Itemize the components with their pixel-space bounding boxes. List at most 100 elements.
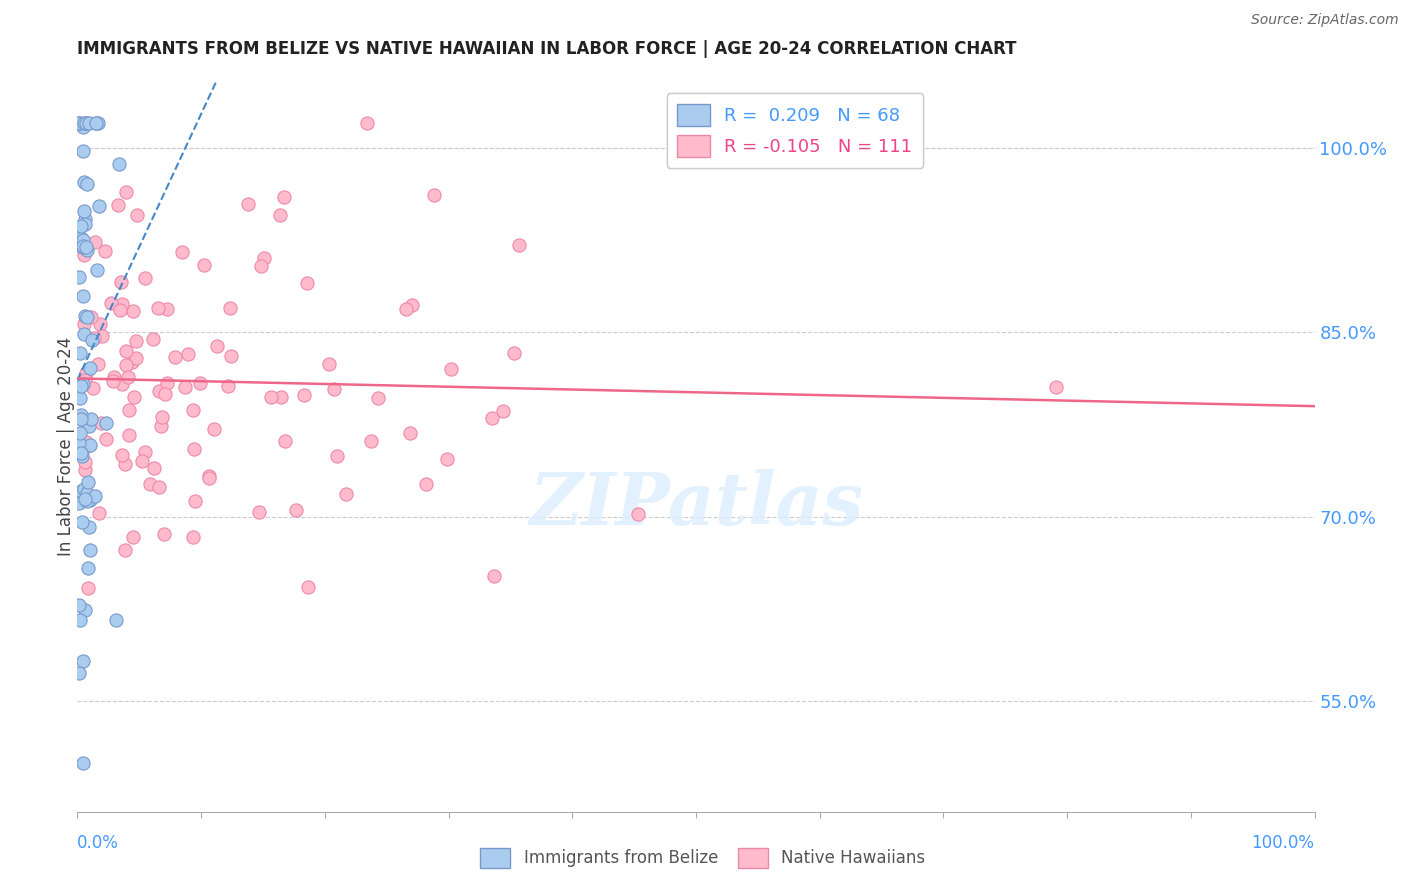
Point [153, 387, 176, 401]
Point [205, 338, 228, 352]
Point [177, 347, 200, 361]
Point [76, 581, 98, 595]
Point [76, 244, 98, 258]
Point [188, 376, 211, 390]
Point [481, 411, 503, 425]
Point [76, 434, 98, 449]
Point [153, 527, 176, 541]
Point [79, 438, 101, 452]
Point [492, 403, 515, 417]
Point [70, 489, 93, 503]
Point [72, 289, 94, 303]
Point [627, 507, 650, 521]
Point [67, 116, 90, 130]
Point [142, 332, 165, 346]
Point [69, 231, 91, 245]
Point [72, 654, 94, 668]
Point [217, 379, 239, 393]
Point [318, 357, 340, 371]
Point [103, 370, 125, 384]
Point [70, 219, 93, 233]
Point [202, 422, 225, 436]
Point [76, 116, 98, 130]
Point [80, 310, 103, 325]
Point [75, 602, 97, 616]
Point [183, 442, 205, 456]
Point [325, 450, 347, 464]
Point [67, 269, 90, 284]
Point [260, 390, 283, 404]
Point [110, 275, 132, 289]
Point [181, 403, 204, 417]
Point [69, 425, 91, 440]
Point [100, 295, 122, 310]
Point [76, 116, 98, 130]
Point [124, 391, 146, 405]
Point [94, 244, 117, 258]
Point [253, 251, 276, 265]
Point [114, 457, 136, 471]
Point [83, 330, 105, 344]
Point [110, 297, 132, 311]
Point [69, 346, 91, 360]
Legend: R =  0.209   N = 68, R = -0.105   N = 111: R = 0.209 N = 68, R = -0.105 N = 111 [666, 93, 924, 168]
Point [73, 203, 96, 218]
Point [134, 270, 156, 285]
Point [148, 384, 170, 398]
Point [172, 245, 194, 260]
Text: IMMIGRANTS FROM BELIZE VS NATIVE HAWAIIAN IN LABOR FORCE | AGE 20-24 CORRELATION: IMMIGRANTS FROM BELIZE VS NATIVE HAWAIIA… [77, 40, 1017, 58]
Point [67, 116, 90, 130]
Point [75, 492, 97, 507]
Point [401, 298, 423, 312]
Point [163, 350, 186, 364]
Point [79, 412, 101, 426]
Point [122, 530, 145, 544]
Point [89, 199, 111, 213]
Point [70, 240, 93, 254]
Point [94, 433, 117, 447]
Point [77, 116, 100, 130]
Point [115, 359, 138, 373]
Point [295, 276, 318, 290]
Point [173, 380, 195, 394]
Point [118, 402, 141, 417]
Point [72, 239, 94, 253]
Point [440, 362, 463, 376]
Point [76, 493, 98, 508]
Point [79, 492, 101, 507]
Point [111, 448, 134, 462]
Point [292, 388, 315, 402]
Point [111, 377, 134, 392]
Point [131, 454, 153, 468]
Point [219, 349, 242, 363]
Point [105, 613, 128, 627]
Point [89, 317, 111, 331]
Point [75, 366, 97, 380]
Point [117, 370, 139, 384]
Point [270, 390, 292, 404]
Point [76, 310, 98, 325]
Point [269, 208, 291, 222]
Point [70, 412, 93, 426]
Point [70, 484, 93, 499]
Point [72, 756, 94, 770]
Point [76, 439, 98, 453]
Point [122, 304, 145, 318]
Point [156, 302, 179, 317]
Point [399, 425, 422, 440]
Point [83, 489, 105, 503]
Point [148, 301, 170, 315]
Point [72, 449, 94, 463]
Point [247, 505, 270, 519]
Point [107, 198, 129, 212]
Point [127, 208, 149, 222]
Point [67, 665, 90, 680]
Point [67, 495, 90, 509]
Text: 100.0%: 100.0% [1251, 834, 1315, 852]
Point [73, 309, 96, 323]
Point [82, 381, 104, 395]
Point [274, 434, 297, 448]
Point [90, 329, 112, 343]
Point [415, 477, 437, 491]
Point [138, 477, 160, 491]
